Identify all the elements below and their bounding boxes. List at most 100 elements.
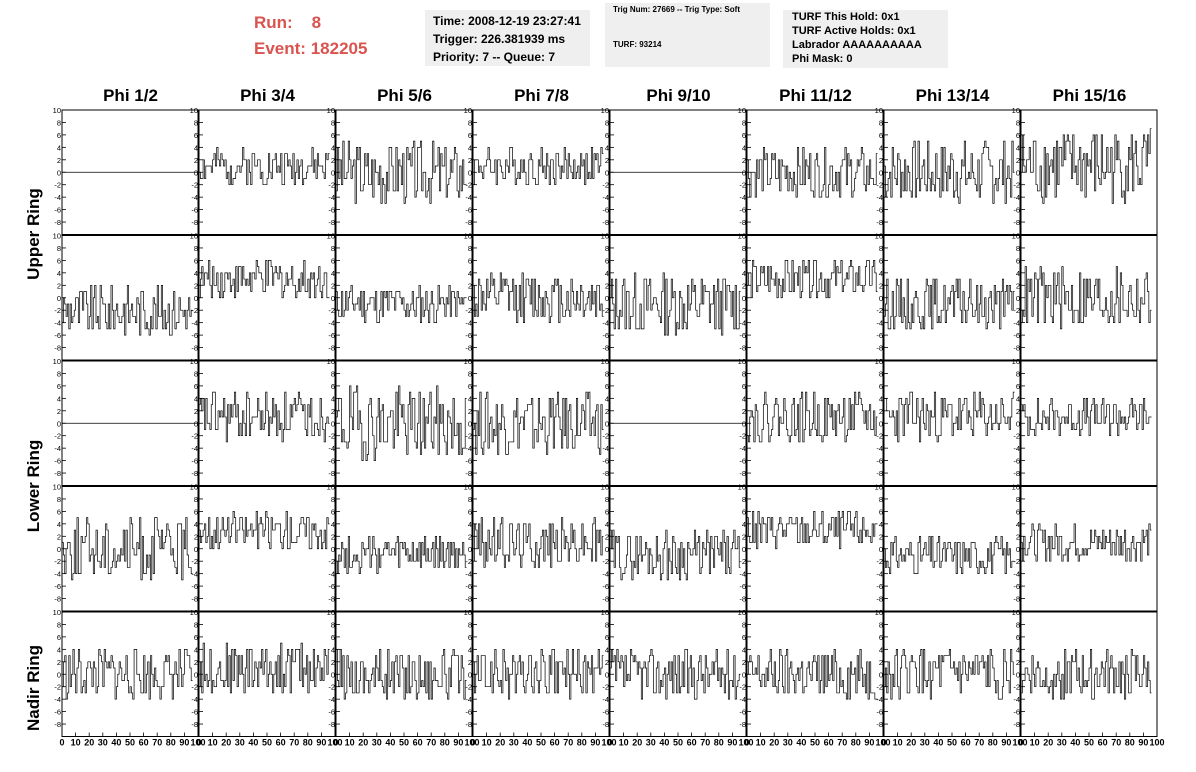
x-tick-label: 70: [837, 738, 847, 748]
y-tick-label: -4: [876, 193, 883, 202]
column-title-phi-3-4: Phi 3/4: [240, 86, 295, 105]
y-tick-label: 6: [879, 507, 883, 516]
y-tick-label: 10: [1012, 608, 1020, 617]
y-tick-label: 8: [742, 620, 746, 629]
x-tick-label: 70: [974, 738, 984, 748]
y-tick-label: 4: [57, 520, 61, 529]
y-tick-label: -8: [739, 344, 746, 353]
y-tick-label: -4: [1013, 570, 1020, 579]
y-tick-label: -8: [739, 595, 746, 604]
trigger-text: Trigger: 226.381939 ms: [433, 32, 566, 46]
x-tick-label: 30: [1057, 738, 1067, 748]
y-tick-label: 6: [879, 633, 883, 642]
x-tick-label: 50: [262, 738, 272, 748]
y-tick-label: -6: [54, 457, 61, 466]
y-tick-label: 6: [194, 131, 198, 140]
x-tick-label: 30: [509, 738, 519, 748]
y-tick-label: 10: [190, 608, 198, 617]
y-tick-label: 2: [1016, 281, 1020, 290]
y-tick-label: 8: [194, 495, 198, 504]
trig-text: Trig Num: 27669 -- Trig Type: Soft: [613, 5, 740, 14]
y-tick-label: 4: [57, 269, 61, 278]
y-tick-label: 6: [605, 382, 609, 391]
y-tick-label: 2: [194, 281, 198, 290]
y-tick-label: 10: [327, 483, 335, 492]
x-tick-label: 80: [714, 738, 724, 748]
y-tick-label: -2: [602, 557, 609, 566]
y-tick-label: -2: [465, 683, 472, 692]
x-tick-label: 100: [875, 738, 890, 748]
y-tick-label: 0: [742, 419, 746, 428]
y-tick-label: 8: [605, 244, 609, 253]
x-tick-label: 50: [673, 738, 683, 748]
y-tick-label: -2: [602, 181, 609, 190]
y-tick-label: 8: [742, 495, 746, 504]
waveform-series: [884, 278, 1015, 330]
time-trigger-box: Time: 2008-12-19 23:27:41 Trigger: 226.3…: [425, 10, 590, 66]
y-tick-label: 0: [1016, 545, 1020, 554]
turf-hold-text: TURF This Hold: 0x1: [792, 11, 900, 23]
y-tick-label: 8: [468, 118, 472, 127]
y-tick-label: 10: [875, 106, 883, 115]
y-tick-label: 4: [194, 394, 198, 403]
y-tick-label: 6: [194, 256, 198, 265]
phi-mask-text: Phi Mask: 0: [792, 53, 853, 65]
x-tick-label: 40: [796, 738, 806, 748]
y-tick-label: 8: [605, 495, 609, 504]
y-tick-label: 6: [331, 507, 335, 516]
y-tick-label: 8: [742, 118, 746, 127]
x-tick-label: 30: [920, 738, 930, 748]
y-tick-label: 4: [57, 645, 61, 654]
panel-frame: [883, 235, 1021, 361]
y-tick-label: 0: [57, 419, 61, 428]
y-tick-label: -6: [465, 582, 472, 591]
y-tick-label: 0: [605, 670, 609, 679]
x-tick-label: 60: [1098, 738, 1108, 748]
panel-frame: [472, 109, 610, 235]
y-tick-label: -8: [876, 720, 883, 729]
y-tick-label: 0: [194, 545, 198, 554]
y-tick-label: 10: [190, 106, 198, 115]
x-tick-label: 100: [601, 738, 616, 748]
y-tick-label: 2: [468, 156, 472, 165]
y-tick-label: 10: [601, 106, 609, 115]
y-tick-label: -2: [876, 683, 883, 692]
panel-frame: [746, 486, 884, 612]
y-tick-label: 6: [1016, 633, 1020, 642]
y-tick-label: -6: [602, 331, 609, 340]
x-tick-label: 30: [98, 738, 108, 748]
y-tick-label: 8: [194, 369, 198, 378]
y-tick-label: 4: [879, 394, 883, 403]
y-tick-label: -2: [465, 181, 472, 190]
y-tick-label: 8: [1016, 620, 1020, 629]
x-tick-label: 20: [221, 738, 231, 748]
y-tick-label: 10: [190, 357, 198, 366]
x-tick-label: 70: [563, 738, 573, 748]
y-tick-label: -8: [602, 344, 609, 353]
waveform-series: [62, 517, 193, 581]
y-tick-label: 6: [1016, 382, 1020, 391]
y-tick-label: 10: [738, 483, 746, 492]
x-tick-label: 40: [385, 738, 395, 748]
x-tick-label: 80: [166, 738, 176, 748]
y-tick-label: 2: [331, 532, 335, 541]
y-tick-label: 10: [327, 357, 335, 366]
y-tick-label: 4: [57, 394, 61, 403]
column-title-phi-1-2: Phi 1/2: [103, 86, 158, 105]
y-tick-label: 6: [742, 507, 746, 516]
y-tick-label: -2: [1013, 181, 1020, 190]
y-tick-label: 10: [464, 106, 472, 115]
y-tick-label: 8: [605, 369, 609, 378]
x-tick-label: 100: [738, 738, 753, 748]
y-tick-label: 6: [331, 382, 335, 391]
y-tick-label: 8: [468, 369, 472, 378]
y-tick-label: 2: [879, 156, 883, 165]
y-tick-label: 8: [57, 369, 61, 378]
y-tick-label: 4: [742, 269, 746, 278]
y-tick-label: -8: [1013, 344, 1020, 353]
y-tick-label: -4: [876, 444, 883, 453]
y-tick-label: 6: [1016, 256, 1020, 265]
y-tick-label: 2: [57, 156, 61, 165]
y-tick-label: 8: [331, 620, 335, 629]
y-tick-label: -8: [328, 595, 335, 604]
